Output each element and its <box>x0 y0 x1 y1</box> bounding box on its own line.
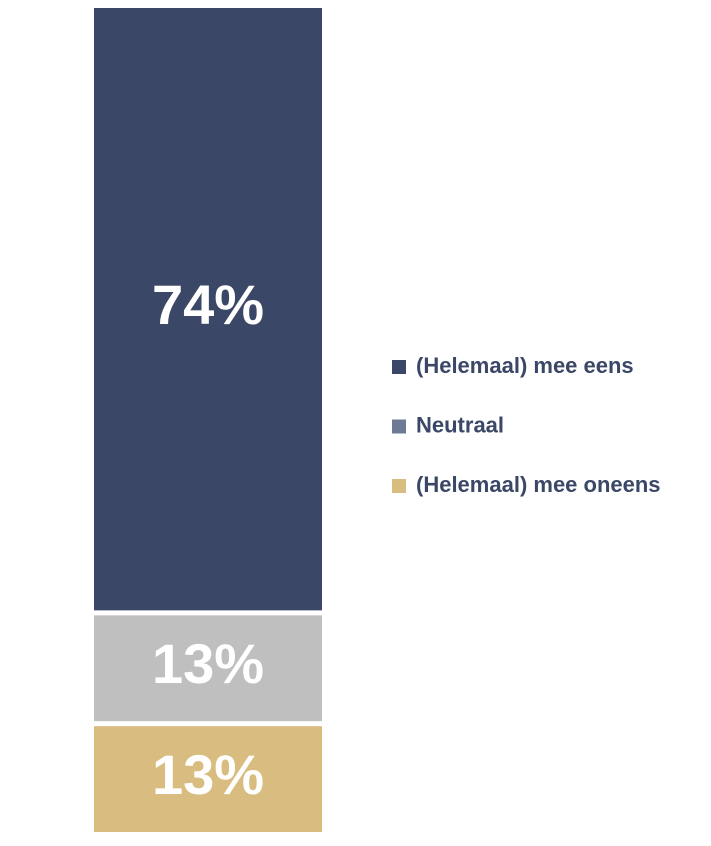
data-label: 13% <box>152 632 264 695</box>
legend-label: Neutraal <box>416 412 504 437</box>
legend-swatch <box>392 360 406 374</box>
data-label: 13% <box>152 743 264 806</box>
bar-segment <box>94 8 322 611</box>
bar-segment <box>94 615 322 722</box>
data-label: 74% <box>152 273 264 336</box>
legend-swatch <box>392 479 406 493</box>
legend-label: (Helemaal) mee eens <box>416 353 634 378</box>
legend-swatch <box>392 419 406 434</box>
bar-segment <box>94 726 322 832</box>
legend-label: (Helemaal) mee oneens <box>416 472 661 497</box>
